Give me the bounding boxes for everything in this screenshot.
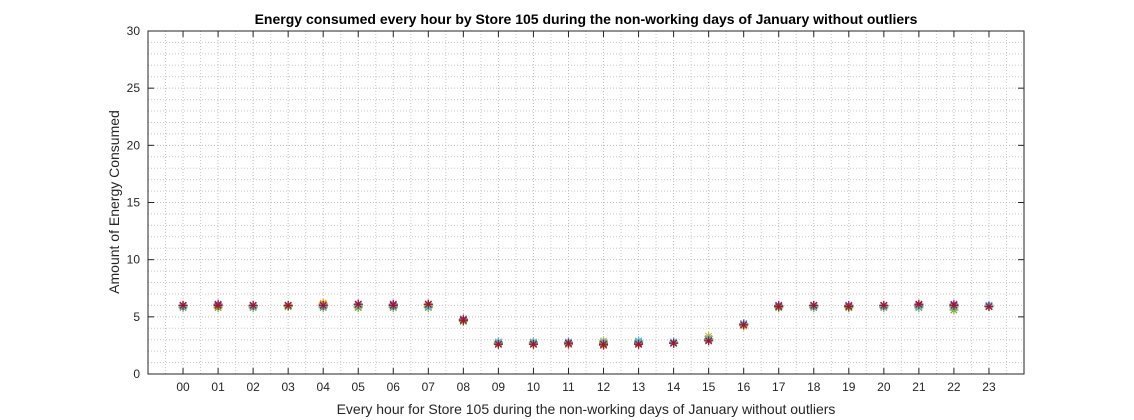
- x-tick-label: 16: [737, 380, 751, 394]
- data-point: [809, 300, 819, 310]
- y-tick-label: 25: [127, 81, 141, 95]
- x-tick-label: 05: [352, 380, 366, 394]
- data-point: [844, 302, 854, 312]
- major-grid: [148, 30, 1024, 375]
- x-tick-label: 00: [176, 380, 190, 394]
- data-point: [248, 300, 258, 310]
- x-tick-label: 07: [422, 380, 436, 394]
- y-tick-label: 5: [133, 310, 140, 324]
- y-tick-label: 15: [127, 196, 141, 210]
- x-tick-label: 22: [947, 380, 961, 394]
- y-tick-label: 20: [127, 138, 141, 152]
- y-tick-label: 30: [127, 24, 141, 38]
- data-point: [213, 300, 223, 310]
- y-axis-label: Amount of Energy Consumed: [106, 110, 122, 294]
- data-point: [458, 315, 468, 325]
- axis-ticks: [148, 30, 1024, 375]
- x-tick-label: 15: [702, 380, 716, 394]
- y-tick-label: 10: [127, 253, 141, 267]
- x-tick-label: 02: [246, 380, 260, 394]
- data-point: [283, 300, 293, 310]
- x-tick-label: 11: [562, 380, 575, 394]
- x-tick-label: 20: [877, 380, 891, 394]
- x-tick-label: 23: [982, 380, 996, 394]
- data-point: [634, 339, 644, 349]
- data-point: [353, 299, 363, 309]
- data-point: [704, 336, 714, 346]
- y-tick-label: 0: [133, 367, 140, 381]
- x-tick-label: 04: [317, 380, 331, 394]
- y-tick-labels: 0 5 10 15 20 25 30: [127, 24, 141, 381]
- data-point: [318, 300, 328, 310]
- chart-title: Energy consumed every hour by Store 105 …: [255, 11, 918, 27]
- x-tick-label: 18: [807, 380, 821, 394]
- x-tick-label: 14: [667, 380, 681, 394]
- data-point: [949, 300, 959, 310]
- data-point: [739, 320, 749, 330]
- data-points: [178, 298, 994, 350]
- data-point: [774, 302, 784, 312]
- x-tick-label: 13: [632, 380, 646, 394]
- x-tick-label: 03: [281, 380, 295, 394]
- x-tick-label: 21: [912, 380, 926, 394]
- data-point: [599, 339, 609, 349]
- data-point: [493, 339, 503, 349]
- data-point: [984, 302, 994, 312]
- data-point: [388, 300, 398, 310]
- x-axis-label: Every hour for Store 105 during the non-…: [337, 401, 836, 417]
- data-point: [914, 299, 924, 309]
- data-point: [528, 339, 538, 349]
- data-point: [563, 338, 573, 348]
- x-tick-label: 19: [842, 380, 856, 394]
- data-point: [423, 299, 433, 309]
- data-point: [178, 300, 188, 310]
- x-tick-labels: 00 01 02 03 04 05 06 07 08 09 10 11 12 13 14 15 16 17 18 19…: [176, 380, 996, 394]
- x-tick-label: 08: [457, 380, 471, 394]
- x-tick-label: 01: [211, 380, 225, 394]
- x-tick-label: 17: [772, 380, 786, 394]
- data-point: [669, 338, 679, 348]
- x-tick-label: 09: [492, 380, 506, 394]
- data-point: [879, 300, 889, 310]
- x-tick-label: 10: [527, 380, 541, 394]
- x-tick-label: 12: [597, 380, 611, 394]
- x-tick-label: 06: [387, 380, 401, 394]
